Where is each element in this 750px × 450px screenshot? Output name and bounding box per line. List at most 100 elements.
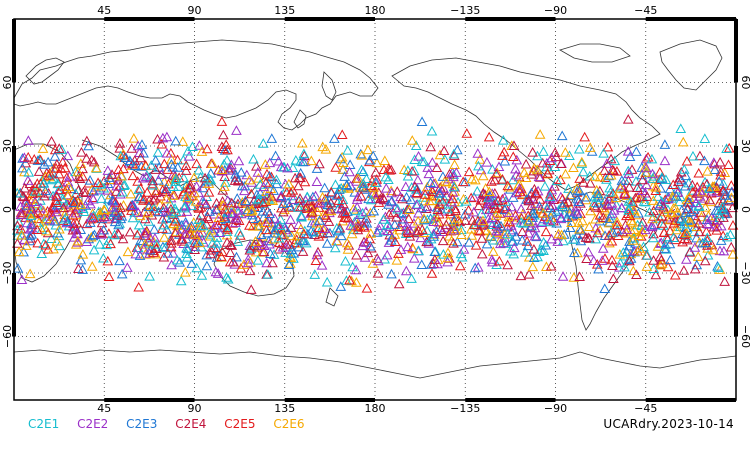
observation-marker (204, 230, 216, 241)
observation-marker (584, 177, 596, 188)
observation-marker (85, 231, 97, 242)
observation-marker (11, 224, 23, 235)
observation-marker (607, 227, 619, 237)
observation-marker (149, 192, 161, 203)
observation-marker (216, 164, 228, 175)
observation-marker (90, 162, 102, 173)
observation-marker (339, 208, 351, 218)
observation-marker (491, 225, 502, 236)
observation-marker (86, 154, 98, 165)
observation-marker (210, 266, 222, 277)
observation-marker (565, 190, 576, 201)
left-lat-label: 30 (1, 139, 14, 153)
observation-marker (132, 140, 144, 151)
observation-marker (511, 154, 523, 165)
observation-marker (31, 224, 43, 235)
observation-marker (331, 190, 343, 200)
observation-marker (141, 187, 153, 197)
observation-marker (317, 228, 329, 239)
observation-marker (288, 247, 300, 258)
observation-marker (397, 213, 409, 224)
observation-marker (158, 219, 169, 230)
observation-marker (522, 240, 534, 251)
observation-marker (670, 190, 682, 201)
observation-marker (85, 198, 96, 209)
observation-marker (684, 246, 696, 257)
observation-marker (306, 217, 318, 228)
observation-marker (361, 213, 372, 223)
observation-marker (568, 162, 579, 173)
observation-marker (296, 211, 307, 222)
observation-marker (357, 240, 369, 251)
observation-marker (296, 137, 308, 148)
observation-marker (580, 191, 592, 202)
observation-marker (242, 257, 254, 268)
observation-marker (363, 193, 374, 204)
observation-marker (674, 172, 685, 183)
observation-marker (538, 146, 549, 156)
observation-marker (33, 166, 45, 176)
observation-marker (470, 239, 482, 250)
observation-marker (383, 237, 395, 247)
observation-marker (153, 174, 164, 185)
observation-marker (88, 156, 100, 167)
legend-item-c2e5: C2E5 (224, 417, 256, 431)
observation-marker (282, 226, 294, 237)
observation-marker (515, 203, 527, 214)
observation-marker (614, 249, 626, 259)
observation-marker (246, 205, 257, 216)
observation-marker (468, 206, 480, 217)
observation-marker (701, 218, 713, 228)
observation-marker (233, 155, 245, 166)
observation-marker (180, 160, 192, 171)
observation-marker (231, 125, 242, 135)
observation-marker (70, 188, 82, 198)
right-frame-bar (734, 19, 738, 83)
observation-marker (484, 196, 495, 206)
observation-marker (517, 208, 529, 219)
observation-marker (497, 134, 509, 145)
observation-marker (406, 273, 417, 283)
observation-marker (137, 195, 149, 205)
observation-marker (165, 203, 177, 214)
observation-marker (124, 155, 136, 166)
eurasia-coast (13, 39, 379, 131)
observation-marker (392, 203, 403, 214)
observation-marker (393, 278, 405, 289)
observation-marker (691, 259, 703, 270)
observation-marker (253, 193, 265, 204)
observation-marker (520, 172, 532, 182)
observation-marker (367, 150, 379, 161)
observation-marker (182, 145, 194, 156)
observation-marker (408, 218, 420, 228)
observation-marker (593, 263, 604, 274)
observation-marker (47, 190, 59, 201)
observation-marker (225, 164, 236, 175)
observation-marker (472, 261, 484, 272)
observation-marker (403, 213, 415, 224)
observation-marker (51, 189, 62, 200)
observation-marker (358, 181, 369, 192)
observation-marker (630, 146, 642, 156)
observation-marker (105, 238, 116, 249)
observation-marker (591, 184, 603, 195)
observation-marker (601, 158, 613, 168)
left-lat-label: −30 (1, 261, 14, 284)
legend-item-c2e6: C2E6 (273, 417, 305, 431)
observation-marker (45, 233, 57, 244)
observation-marker (352, 172, 364, 183)
observation-marker (109, 229, 120, 240)
observation-marker (693, 167, 705, 178)
observation-marker (640, 162, 652, 173)
observation-marker (564, 222, 576, 233)
observation-marker (406, 166, 418, 176)
observation-marker (519, 246, 531, 257)
observation-marker (231, 251, 242, 262)
observation-marker (362, 247, 374, 258)
observation-marker (109, 216, 121, 227)
observation-marker (721, 231, 733, 242)
observation-marker (295, 223, 307, 234)
observation-marker (49, 151, 61, 161)
observation-marker (515, 217, 527, 227)
observation-marker (442, 247, 454, 258)
